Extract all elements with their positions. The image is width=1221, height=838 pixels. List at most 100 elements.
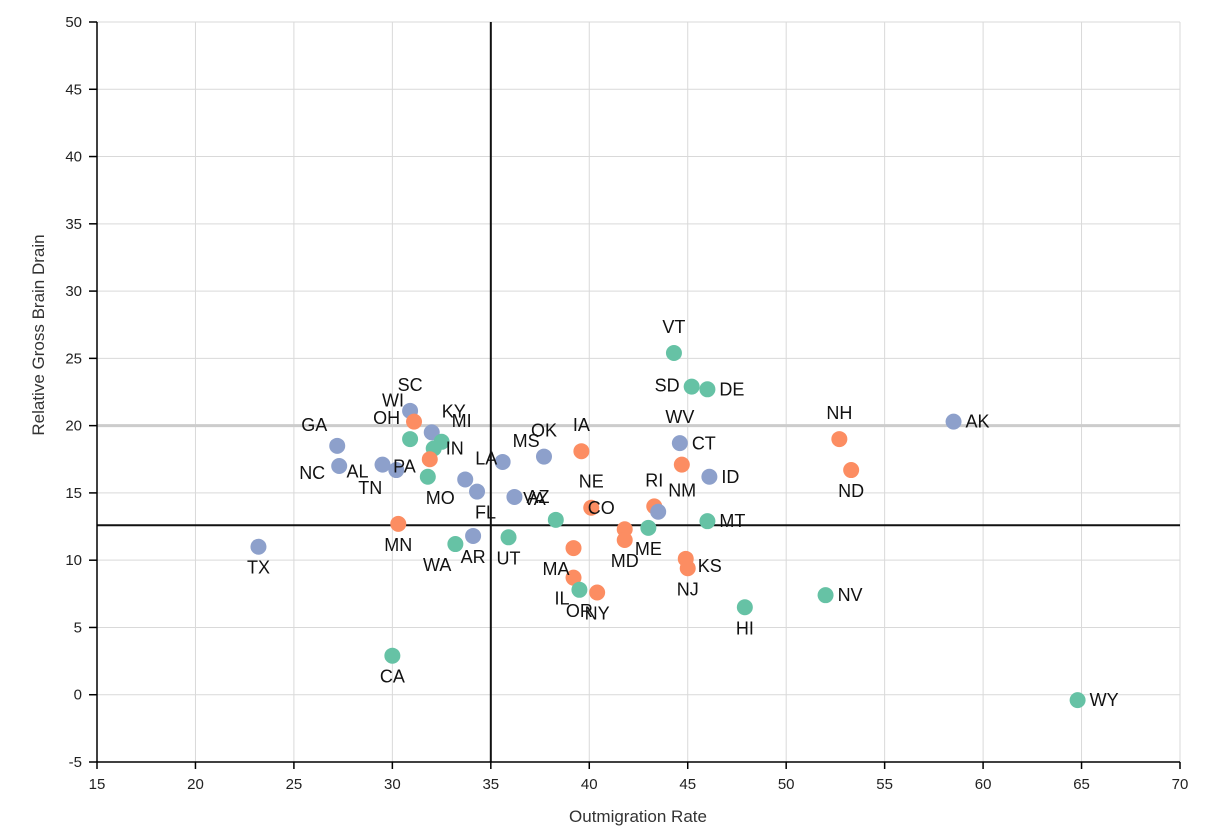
point-label-sc: SC — [398, 375, 423, 395]
point-nj — [679, 560, 696, 577]
point-sd — [683, 378, 700, 395]
x-tick-label: 30 — [384, 776, 401, 793]
point-ga — [329, 437, 346, 454]
point-label-pa: PA — [393, 456, 416, 476]
point-label-ne: NE — [579, 472, 604, 492]
point-ok — [535, 448, 552, 465]
y-tick-label: 0 — [74, 687, 82, 704]
point-wa — [447, 536, 464, 553]
point-label-nc: NC — [299, 463, 325, 483]
point-id — [701, 468, 718, 485]
point-label-ks: KS — [698, 556, 722, 576]
point-nd — [843, 462, 860, 479]
point-label-la: LA — [475, 448, 497, 468]
point-wy — [1069, 692, 1086, 709]
x-tick-label: 40 — [581, 776, 598, 793]
point-nm — [650, 503, 667, 520]
point-fl — [469, 483, 486, 500]
y-tick-label: -5 — [69, 754, 82, 771]
point-ms — [494, 453, 511, 470]
point-ca — [384, 647, 401, 664]
point-label-ri: RI — [645, 470, 663, 490]
point-label-ma: MA — [543, 559, 570, 579]
point-al — [374, 456, 391, 473]
point-label-ak: AK — [966, 412, 990, 432]
x-tick-label: 55 — [876, 776, 893, 793]
x-tick-label: 20 — [187, 776, 204, 793]
point-nv — [817, 587, 834, 604]
point-label-fl: FL — [475, 503, 496, 523]
point-label-ct: CT — [692, 434, 716, 454]
point-label-co: CO — [588, 498, 615, 518]
point-label-me: ME — [635, 539, 662, 559]
point-ia — [573, 443, 590, 460]
point-wi — [406, 413, 423, 430]
point-label-ia: IA — [573, 415, 590, 435]
point-ut — [500, 529, 517, 546]
point-label-mi: MI — [452, 411, 472, 431]
axes: -5 0 5 10 15 20 25 30 35 40 45 50 15 20 25 30 35 40 45 50 55… — [65, 14, 1188, 793]
point-vt — [665, 344, 682, 361]
point-label-nv: NV — [838, 585, 863, 605]
point-hi — [736, 599, 753, 616]
point-label-mo: MO — [426, 488, 455, 508]
point-mn — [390, 515, 407, 532]
point-or — [571, 581, 588, 598]
point-label-ok: OK — [531, 421, 557, 441]
point-label-de: DE — [719, 379, 744, 399]
data-points — [250, 344, 1086, 709]
x-tick-label: 35 — [482, 776, 499, 793]
point-label-al: AL — [346, 462, 368, 482]
point-wv — [671, 435, 688, 452]
point-label-hi: HI — [736, 618, 754, 638]
point-label-wy: WY — [1090, 690, 1119, 710]
point-me — [640, 519, 657, 536]
x-axis-title: Outmigration Rate — [569, 807, 707, 826]
point-oh — [402, 431, 419, 448]
point-label-wv: WV — [665, 407, 694, 427]
point-label-in: IN — [446, 439, 464, 459]
point-label-oh: OH — [373, 408, 400, 428]
point-tn — [388, 462, 405, 479]
x-tick-label: 60 — [975, 776, 992, 793]
point-label-nj: NJ — [677, 579, 699, 599]
point-label-ms: MS — [513, 431, 540, 451]
y-tick-label: 25 — [65, 350, 82, 367]
point-label-ca: CA — [380, 667, 405, 687]
point-label-va: VA — [523, 489, 546, 509]
x-tick-label: 15 — [89, 776, 106, 793]
point-ne — [583, 499, 600, 516]
point-la — [457, 471, 474, 488]
x-tick-label: 25 — [286, 776, 303, 793]
point-ct — [673, 456, 690, 473]
point-nc — [331, 458, 348, 474]
point-label-wi: WI — [382, 391, 404, 411]
point-il — [565, 569, 582, 586]
point-ma — [565, 540, 582, 557]
point-ar — [465, 527, 482, 544]
point-label-ar: AR — [461, 547, 486, 567]
point-label-vt: VT — [662, 317, 685, 337]
point-pa — [421, 451, 438, 468]
point-label-ga: GA — [301, 415, 327, 435]
point-label-ky: KY — [442, 401, 466, 421]
point-label-tn: TN — [358, 478, 382, 498]
y-axis-title: Relative Gross Brain Drain — [29, 234, 48, 435]
point-label-ut: UT — [497, 548, 521, 568]
point-ny — [589, 584, 606, 601]
point-label-nh: NH — [826, 403, 852, 423]
point-label-or: OR — [566, 601, 593, 621]
point-va — [547, 511, 564, 528]
point-label-sd: SD — [655, 376, 680, 396]
y-tick-label: 30 — [65, 283, 82, 300]
point-label-il: IL — [555, 589, 570, 609]
point-label-nd: ND — [838, 481, 864, 501]
point-md — [616, 532, 633, 548]
y-tick-label: 5 — [74, 619, 82, 636]
x-tick-label: 70 — [1172, 776, 1189, 793]
point-label-az: AZ — [526, 487, 549, 507]
point-label-ny: NY — [585, 603, 610, 623]
y-tick-label: 45 — [65, 81, 82, 98]
